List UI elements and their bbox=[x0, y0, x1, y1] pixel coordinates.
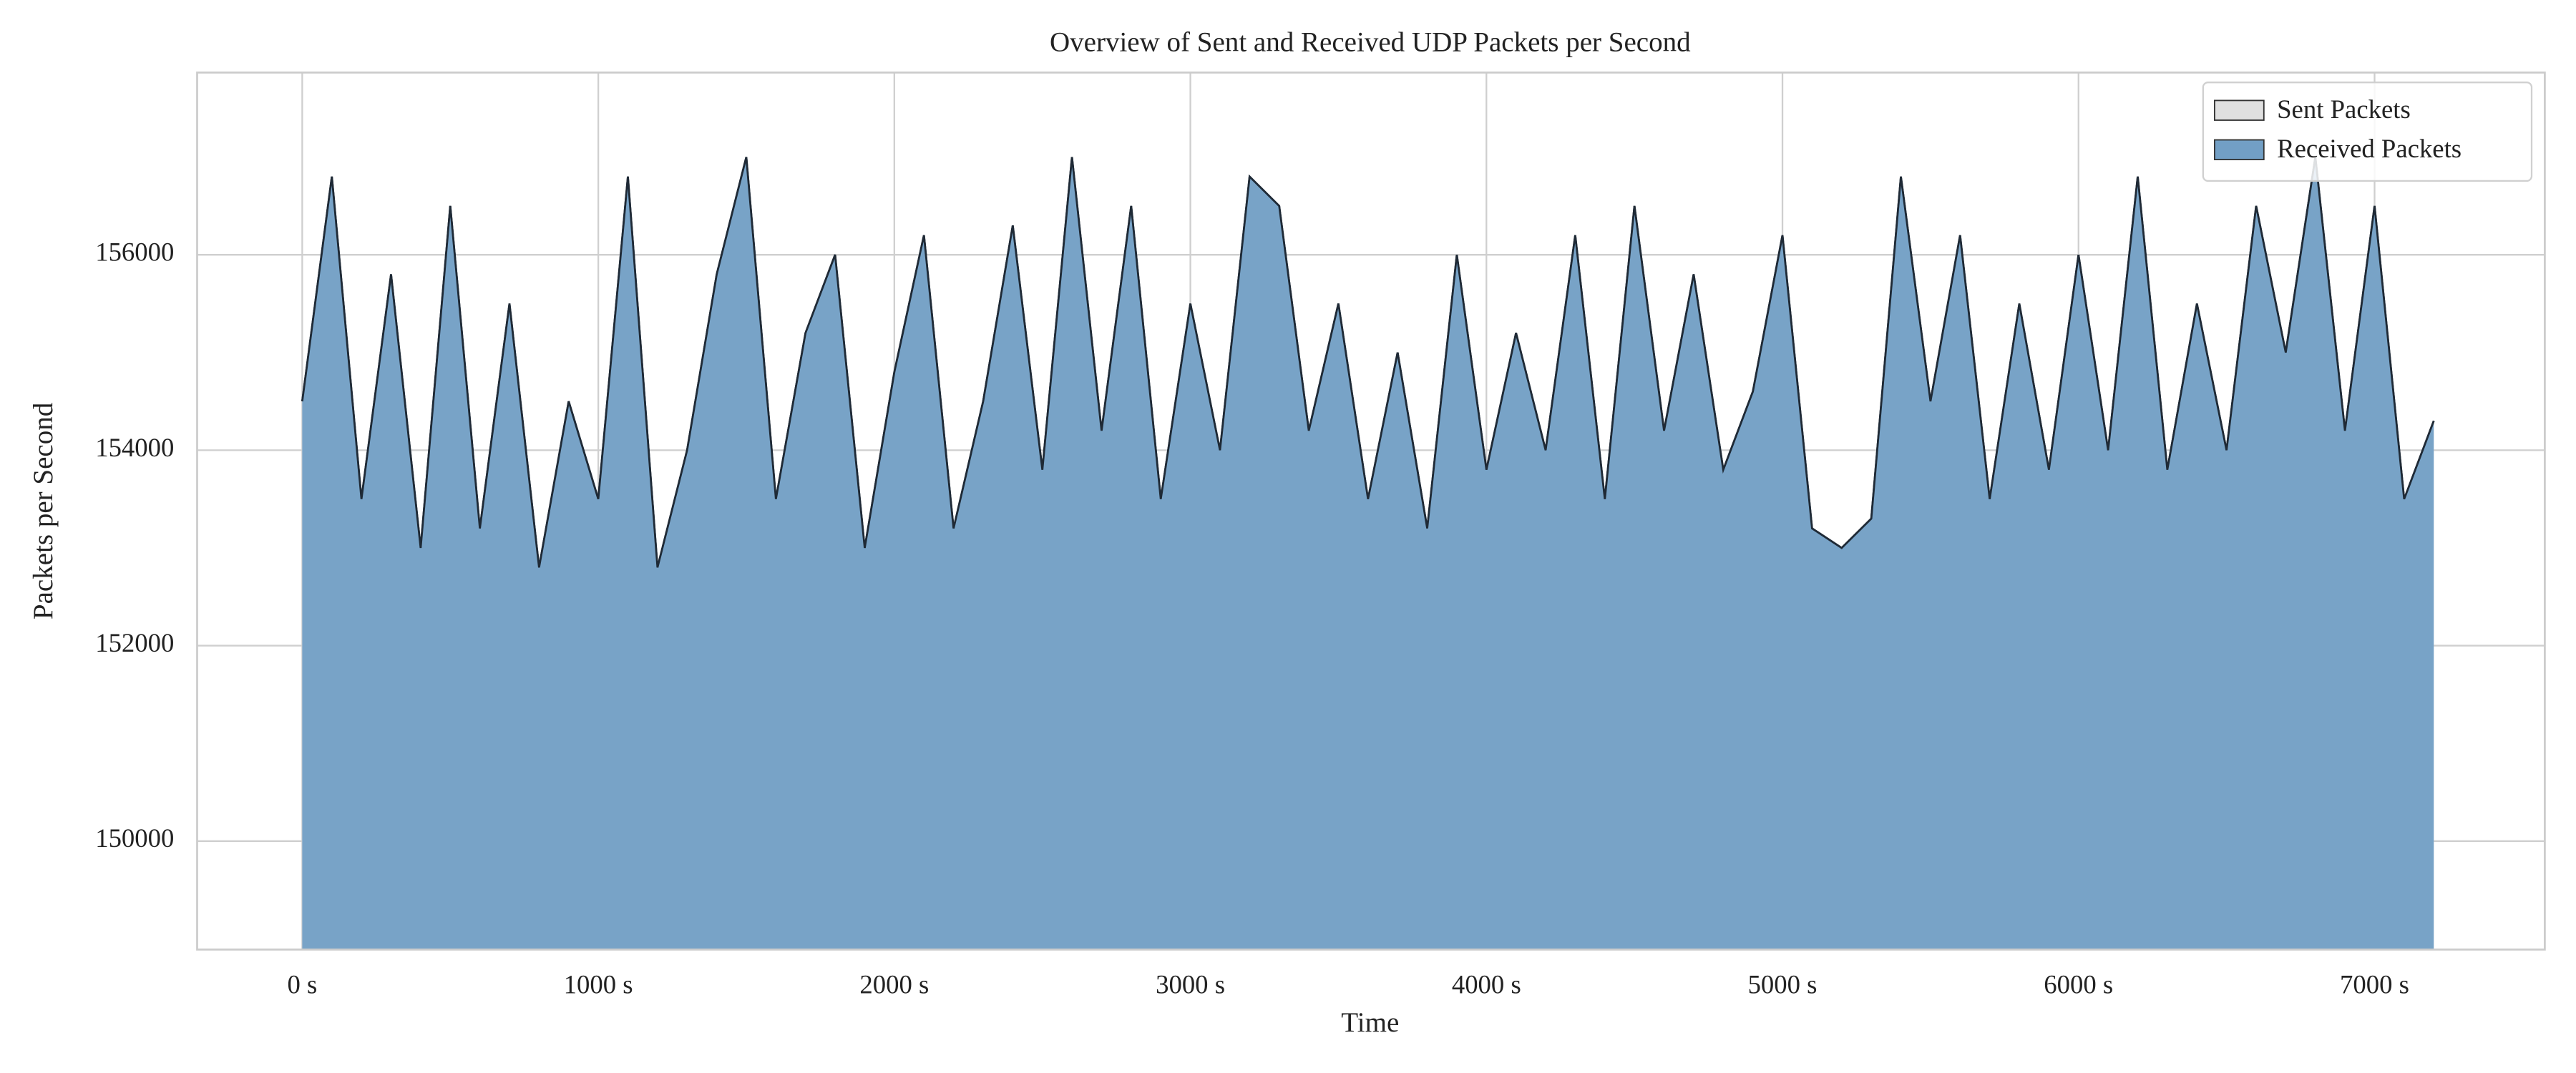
x-tick-label: 3000 s bbox=[1156, 970, 1225, 999]
chart-title: Overview of Sent and Received UDP Packet… bbox=[1050, 26, 1691, 57]
plot-frame bbox=[196, 72, 2546, 951]
y-tick-label: 156000 bbox=[95, 237, 174, 267]
x-tick-label: 7000 s bbox=[2340, 970, 2409, 999]
x-axis-label: Time bbox=[1341, 1007, 1399, 1038]
x-tick-label: 2000 s bbox=[859, 970, 929, 999]
legend-label: Sent Packets bbox=[2277, 94, 2411, 124]
legend-label: Received Packets bbox=[2277, 134, 2462, 163]
y-tick-label: 150000 bbox=[95, 823, 174, 853]
area bbox=[302, 157, 2434, 950]
legend-swatch bbox=[2213, 139, 2265, 161]
legend-swatch bbox=[2213, 99, 2265, 121]
x-tick-label: 1000 s bbox=[564, 970, 633, 999]
y-tick-label: 154000 bbox=[95, 433, 174, 462]
x-tick-label: 4000 s bbox=[1452, 970, 1521, 999]
x-tick-label: 6000 s bbox=[2044, 970, 2113, 999]
line bbox=[301, 157, 2435, 568]
y-axis-label: Packets per Second bbox=[28, 402, 59, 619]
x-tick-label: 5000 s bbox=[1748, 970, 1818, 999]
legend-box bbox=[2202, 82, 2533, 182]
y-tick-label: 152000 bbox=[95, 628, 174, 657]
x-tick-label: 0 s bbox=[287, 970, 317, 999]
